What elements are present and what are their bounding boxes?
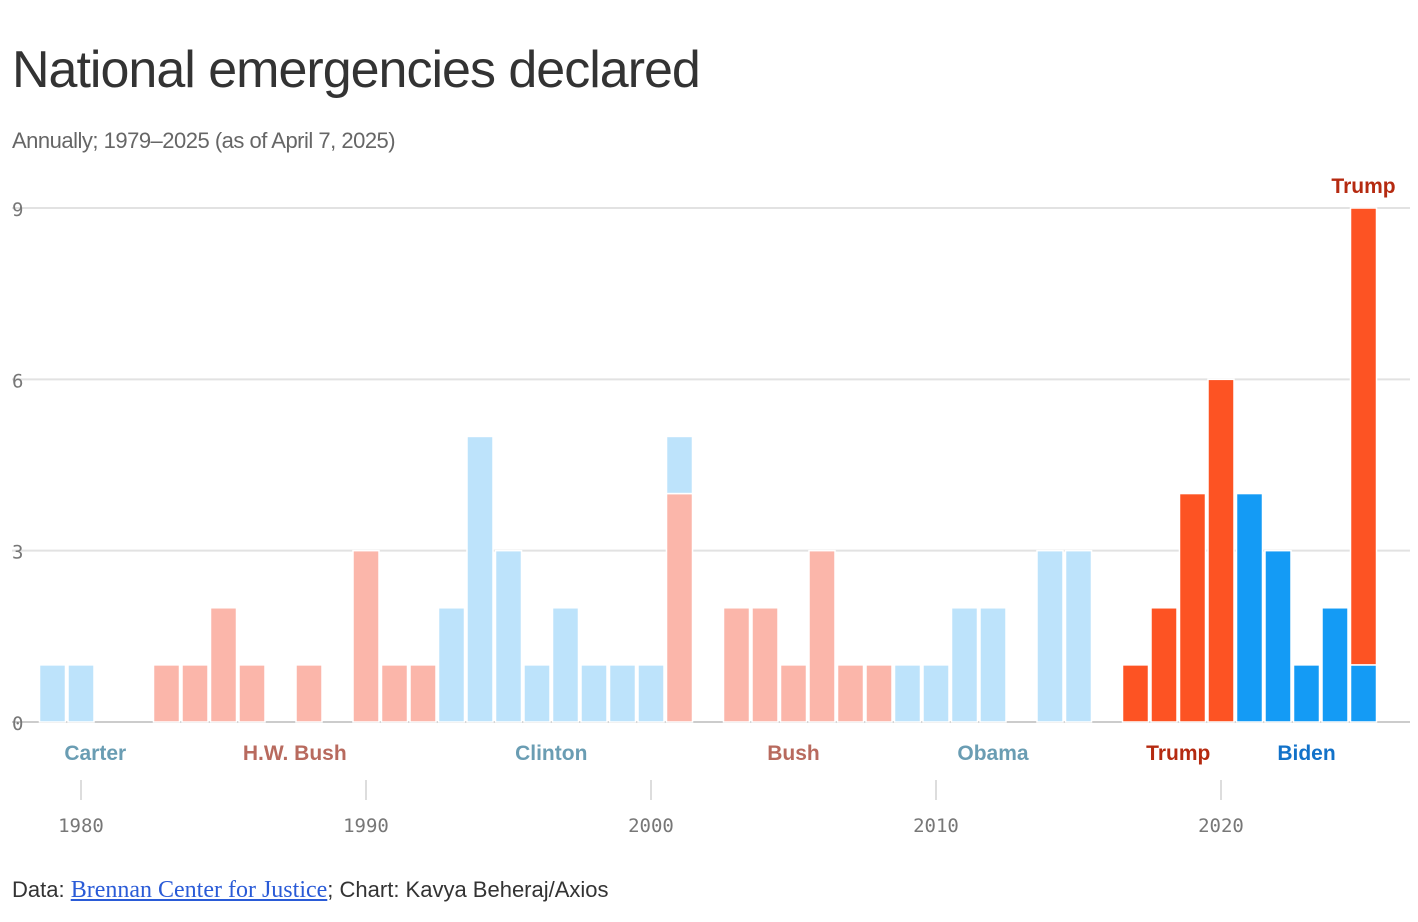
bar-2019 [1178,492,1207,723]
chart-subtitle: Annually; 1979–2025 (as of April 7, 2025… [12,128,396,153]
president-label: Clinton [515,742,587,765]
president-label: Trump [1331,175,1395,198]
bar-2008 [865,664,893,723]
bar-2025 [1349,207,1378,666]
bar-2004 [751,607,779,723]
bar-2006 [808,549,836,723]
bar-2001 [665,492,694,723]
bar-2023 [1292,664,1321,723]
bar-1980 [67,664,95,723]
bar-1984 [181,664,209,723]
bar-2001 [665,435,694,495]
bar-1986 [238,664,266,723]
bar-2011 [950,607,979,723]
x-tick-label: 2000 [628,815,674,837]
bar-1991 [380,664,409,723]
bar-2010 [922,664,950,723]
bar-2020 [1207,378,1235,723]
source-credit: Data: Brennan Center for Justice; Chart:… [12,877,609,904]
bar-2000 [637,664,665,723]
source-link[interactable]: Brennan Center for Justice [70,877,328,903]
bar-1997 [551,607,580,723]
bar-2012 [979,607,1007,723]
president-label: Trump [1146,742,1210,765]
bar-1992 [409,664,437,723]
bar-2014 [1036,549,1064,723]
bar-2025 [1349,664,1378,723]
bar-1979 [38,664,67,723]
bar-1983 [152,664,181,723]
bar-2003 [722,607,751,723]
source-prefix: Data: [12,877,71,902]
bar-2015 [1064,549,1093,723]
bar-2009 [893,664,922,723]
x-tick-label: 1990 [343,815,389,837]
credit-text: ; Chart: Kavya Beheraj/Axios [327,877,609,902]
y-tick-label: 3 [12,542,23,564]
x-tick-label: 2020 [1198,815,1244,837]
president-label: Obama [957,742,1029,765]
bar-1999 [608,664,637,723]
x-tick-label: 1980 [58,815,104,837]
bar-1998 [580,664,608,723]
president-label: Carter [64,742,126,765]
bar-1985 [209,607,238,723]
bar-2022 [1264,549,1292,723]
bar-1995 [494,549,523,723]
bar-2018 [1150,607,1178,723]
bar-2021 [1235,492,1264,723]
bar-1988 [295,664,323,723]
bar-2024 [1321,607,1349,723]
bar-chart: 0 3 6 9 1980 1990 2000 2010 2020 Carter H.W. Bush C… [12,175,1410,837]
y-tick-label: 0 [12,713,23,735]
chart-title: National emergencies declared [12,41,701,99]
president-label: H.W. Bush [243,742,347,765]
bar-2017 [1121,664,1150,723]
y-tick-label: 9 [12,199,23,221]
y-tick-label: 6 [12,370,23,392]
bar-2007 [836,664,865,723]
president-label: Biden [1277,742,1335,765]
bar-1990 [352,549,380,723]
bar-1993 [437,607,466,723]
president-label: Bush [767,742,820,765]
x-tick-label: 2010 [913,815,959,837]
bar-2005 [779,664,808,723]
bar-1996 [523,664,551,723]
bar-1994 [466,435,494,723]
